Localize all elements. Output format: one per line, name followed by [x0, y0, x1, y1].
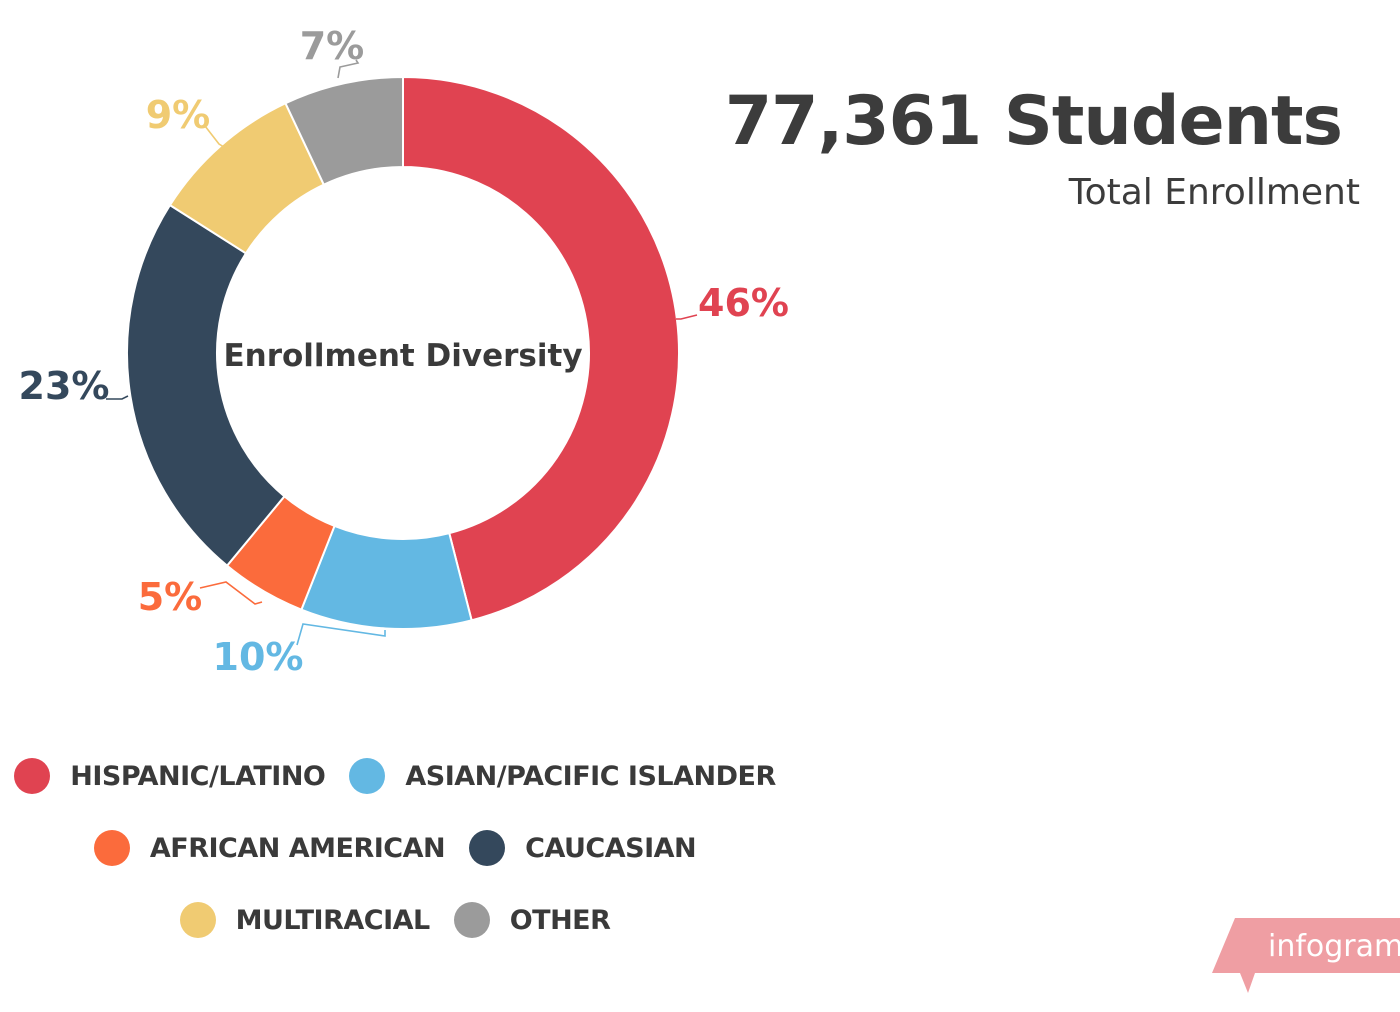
chart-data-labels: 46% 10%5% 23% 9% 7% [19, 24, 789, 679]
legend-label: OTHER [509, 904, 611, 936]
total-enrollment-caption: Total Enrollment [1068, 172, 1360, 213]
legend-row: AFRICAN AMERICAN CAUCASIAN [0, 812, 790, 884]
legend-row: MULTIRACIAL OTHER [0, 884, 790, 956]
slice-hispanic-latino[interactable] [402, 75, 680, 622]
slice-caucasian[interactable] [126, 203, 286, 568]
data-label: 46% [698, 281, 789, 325]
legend-dot-icon [93, 830, 130, 866]
watermark-tag-shape [1212, 918, 1400, 993]
legend-label: HISPANIC/LATINO [70, 760, 326, 792]
legend-dot-icon [349, 758, 386, 794]
legend-label: ASIAN/PACIFIC ISLANDER [405, 760, 776, 792]
total-students-headline: 77,361 Students [724, 82, 1343, 161]
label-leader-lines [106, 59, 698, 646]
data-label: 7% [300, 24, 365, 68]
leader-line [337, 59, 360, 79]
legend-dot-icon [179, 902, 216, 938]
legend-dot-icon [14, 758, 51, 794]
leader-line [204, 125, 225, 148]
leader-line [199, 581, 263, 605]
legend-label: AFRICAN AMERICAN [149, 832, 446, 864]
data-label: 23% [19, 364, 110, 408]
donut-chart: 46% 10%5% 23% 9% 7% Enrollment Diversity [19, 24, 789, 679]
legend-item[interactable]: HISPANIC/LATINO [14, 758, 326, 794]
data-label: 5% [138, 575, 203, 619]
leader-line [296, 623, 386, 646]
data-label: 10% [213, 635, 304, 679]
leader-line [676, 314, 698, 320]
slice-other[interactable] [284, 75, 404, 187]
legend-label: CAUCASIAN [525, 832, 697, 864]
legend-item[interactable]: OTHER [453, 902, 611, 938]
legend-item[interactable]: ASIAN/PACIFIC ISLANDER [349, 758, 776, 794]
legend-item[interactable]: CAUCASIAN [469, 830, 697, 866]
legend-row: HISPANIC/LATINO ASIAN/PACIFIC ISLANDER [0, 740, 790, 812]
chart-legend: HISPANIC/LATINO ASIAN/PACIFIC ISLANDER AFR… [0, 740, 790, 956]
infogram-watermark[interactable]: infogram [1210, 915, 1400, 995]
chart-slices [126, 75, 680, 630]
data-label: 9% [146, 93, 211, 137]
legend-item[interactable]: MULTIRACIAL [179, 902, 431, 938]
center-label: Enrollment Diversity [223, 338, 582, 374]
legend-dot-icon [469, 830, 506, 866]
watermark-text: infogram [1268, 929, 1400, 964]
legend-dot-icon [453, 902, 490, 938]
leader-line [106, 395, 129, 400]
legend-item[interactable]: AFRICAN AMERICAN [93, 830, 446, 866]
legend-label: MULTIRACIAL [235, 904, 431, 936]
